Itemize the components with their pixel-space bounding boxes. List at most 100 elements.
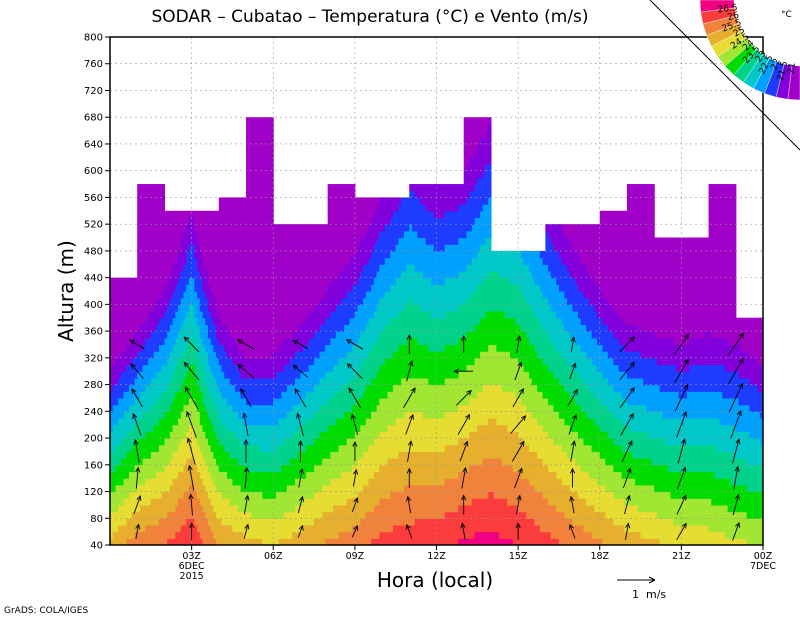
temperature-cell bbox=[496, 424, 500, 459]
temperature-cell bbox=[651, 331, 655, 359]
temperature-cell bbox=[662, 337, 666, 366]
temperature-cell bbox=[183, 291, 187, 319]
temperature-cell bbox=[262, 377, 266, 406]
temperature-cell bbox=[142, 364, 146, 392]
temperature-cell bbox=[583, 324, 587, 352]
temperature-cell bbox=[248, 404, 253, 426]
temperature-cell bbox=[643, 331, 647, 359]
wind-arrow-head bbox=[346, 363, 353, 369]
temperature-cell bbox=[667, 518, 672, 545]
temperature-cell bbox=[123, 438, 127, 459]
temperature-cell bbox=[482, 244, 487, 279]
temperature-cell bbox=[235, 197, 239, 346]
temperature-cell bbox=[452, 478, 457, 513]
temperature-cell bbox=[129, 431, 133, 453]
temperature-cell bbox=[686, 237, 691, 346]
temperature-cell bbox=[420, 377, 424, 412]
temperature-cell bbox=[129, 384, 133, 406]
temperature-cell bbox=[199, 311, 204, 339]
temperature-cell bbox=[145, 337, 149, 366]
temperature-cell bbox=[360, 424, 364, 459]
temperature-cell bbox=[251, 491, 255, 519]
temperature-cell bbox=[235, 344, 239, 366]
temperature-cell bbox=[640, 538, 644, 545]
chart-title: SODAR – Cubatao – Temperatura (°C) e Ven… bbox=[151, 7, 588, 27]
temperature-cell bbox=[667, 418, 672, 446]
temperature-cell bbox=[417, 270, 421, 305]
wind-arrow-shaft bbox=[619, 362, 635, 381]
temperature-cell bbox=[333, 277, 337, 312]
temperature-cell bbox=[322, 511, 326, 545]
temperature-cell bbox=[602, 351, 606, 379]
temperature-cell bbox=[656, 538, 661, 545]
temperature-cell bbox=[376, 270, 380, 305]
temperature-cell bbox=[651, 484, 655, 513]
temperature-cell bbox=[376, 404, 380, 439]
temperature-cell bbox=[134, 464, 138, 493]
temperature-cell bbox=[673, 391, 677, 419]
temperature-cell bbox=[529, 250, 533, 272]
temperature-cell bbox=[613, 498, 617, 526]
temperature-cell bbox=[270, 377, 274, 406]
temperature-cell bbox=[673, 498, 677, 526]
temperature-cell bbox=[537, 458, 541, 493]
temperature-cell bbox=[466, 471, 470, 506]
temperature-cell bbox=[324, 224, 329, 292]
temperature-cell bbox=[460, 371, 465, 406]
temperature-cell bbox=[115, 277, 119, 359]
temperature-cell bbox=[490, 250, 495, 272]
wind-arrow-head bbox=[738, 332, 745, 339]
temperature-cell bbox=[689, 498, 693, 526]
temperature-cell bbox=[338, 531, 342, 545]
temperature-cell bbox=[153, 451, 157, 479]
wind-arrow-head bbox=[299, 495, 305, 502]
temperature-cell bbox=[450, 478, 454, 513]
temperature-cell bbox=[202, 317, 206, 346]
temperature-cell bbox=[703, 471, 707, 499]
temperature-cell bbox=[150, 478, 155, 499]
temperature-cell bbox=[537, 284, 541, 319]
temperature-cell bbox=[164, 464, 168, 493]
temperature-cell bbox=[349, 291, 353, 319]
temperature-cell bbox=[406, 484, 410, 526]
temperature-cell bbox=[112, 511, 117, 533]
temperature-cell bbox=[118, 357, 122, 379]
temperature-cell bbox=[428, 418, 432, 453]
temperature-cell bbox=[392, 491, 397, 526]
temperature-cell bbox=[670, 237, 674, 339]
temperature-cell bbox=[311, 418, 315, 446]
temperature-cell bbox=[452, 277, 457, 312]
temperature-cell bbox=[501, 464, 506, 499]
temperature-cell bbox=[662, 518, 666, 545]
temperature-cell bbox=[210, 210, 214, 292]
temperature-cell bbox=[409, 264, 413, 299]
temperature-cell bbox=[259, 404, 263, 426]
temperature-cell bbox=[463, 471, 468, 506]
temperature-cell bbox=[618, 444, 623, 473]
temperature-cell bbox=[371, 317, 375, 346]
temperature-cell bbox=[178, 444, 182, 473]
temperature-cell bbox=[588, 444, 593, 479]
temperature-cell bbox=[333, 391, 337, 426]
temperature-cell bbox=[330, 424, 334, 453]
temperature-cell bbox=[515, 397, 519, 432]
temperature-cell bbox=[703, 364, 707, 392]
temperature-cell bbox=[447, 344, 451, 379]
temperature-cell bbox=[297, 324, 302, 352]
temperature-cell bbox=[648, 184, 653, 332]
temperature-cell bbox=[567, 331, 571, 366]
temperature-cell bbox=[139, 484, 144, 506]
temperature-cell bbox=[169, 377, 174, 406]
temperature-cell bbox=[637, 377, 642, 406]
temperature-cell bbox=[439, 217, 443, 252]
temperature-cell bbox=[471, 498, 476, 539]
temperature-cell bbox=[126, 518, 130, 539]
wind-arrow-shaft bbox=[733, 466, 739, 490]
temperature-cell bbox=[139, 371, 144, 392]
temperature-cell bbox=[169, 270, 174, 299]
temperature-cell bbox=[480, 351, 484, 392]
wind-arrow-shaft bbox=[570, 441, 575, 462]
temperature-cell bbox=[390, 317, 394, 359]
temperature-cell bbox=[314, 384, 318, 412]
temperature-cell bbox=[161, 471, 166, 493]
